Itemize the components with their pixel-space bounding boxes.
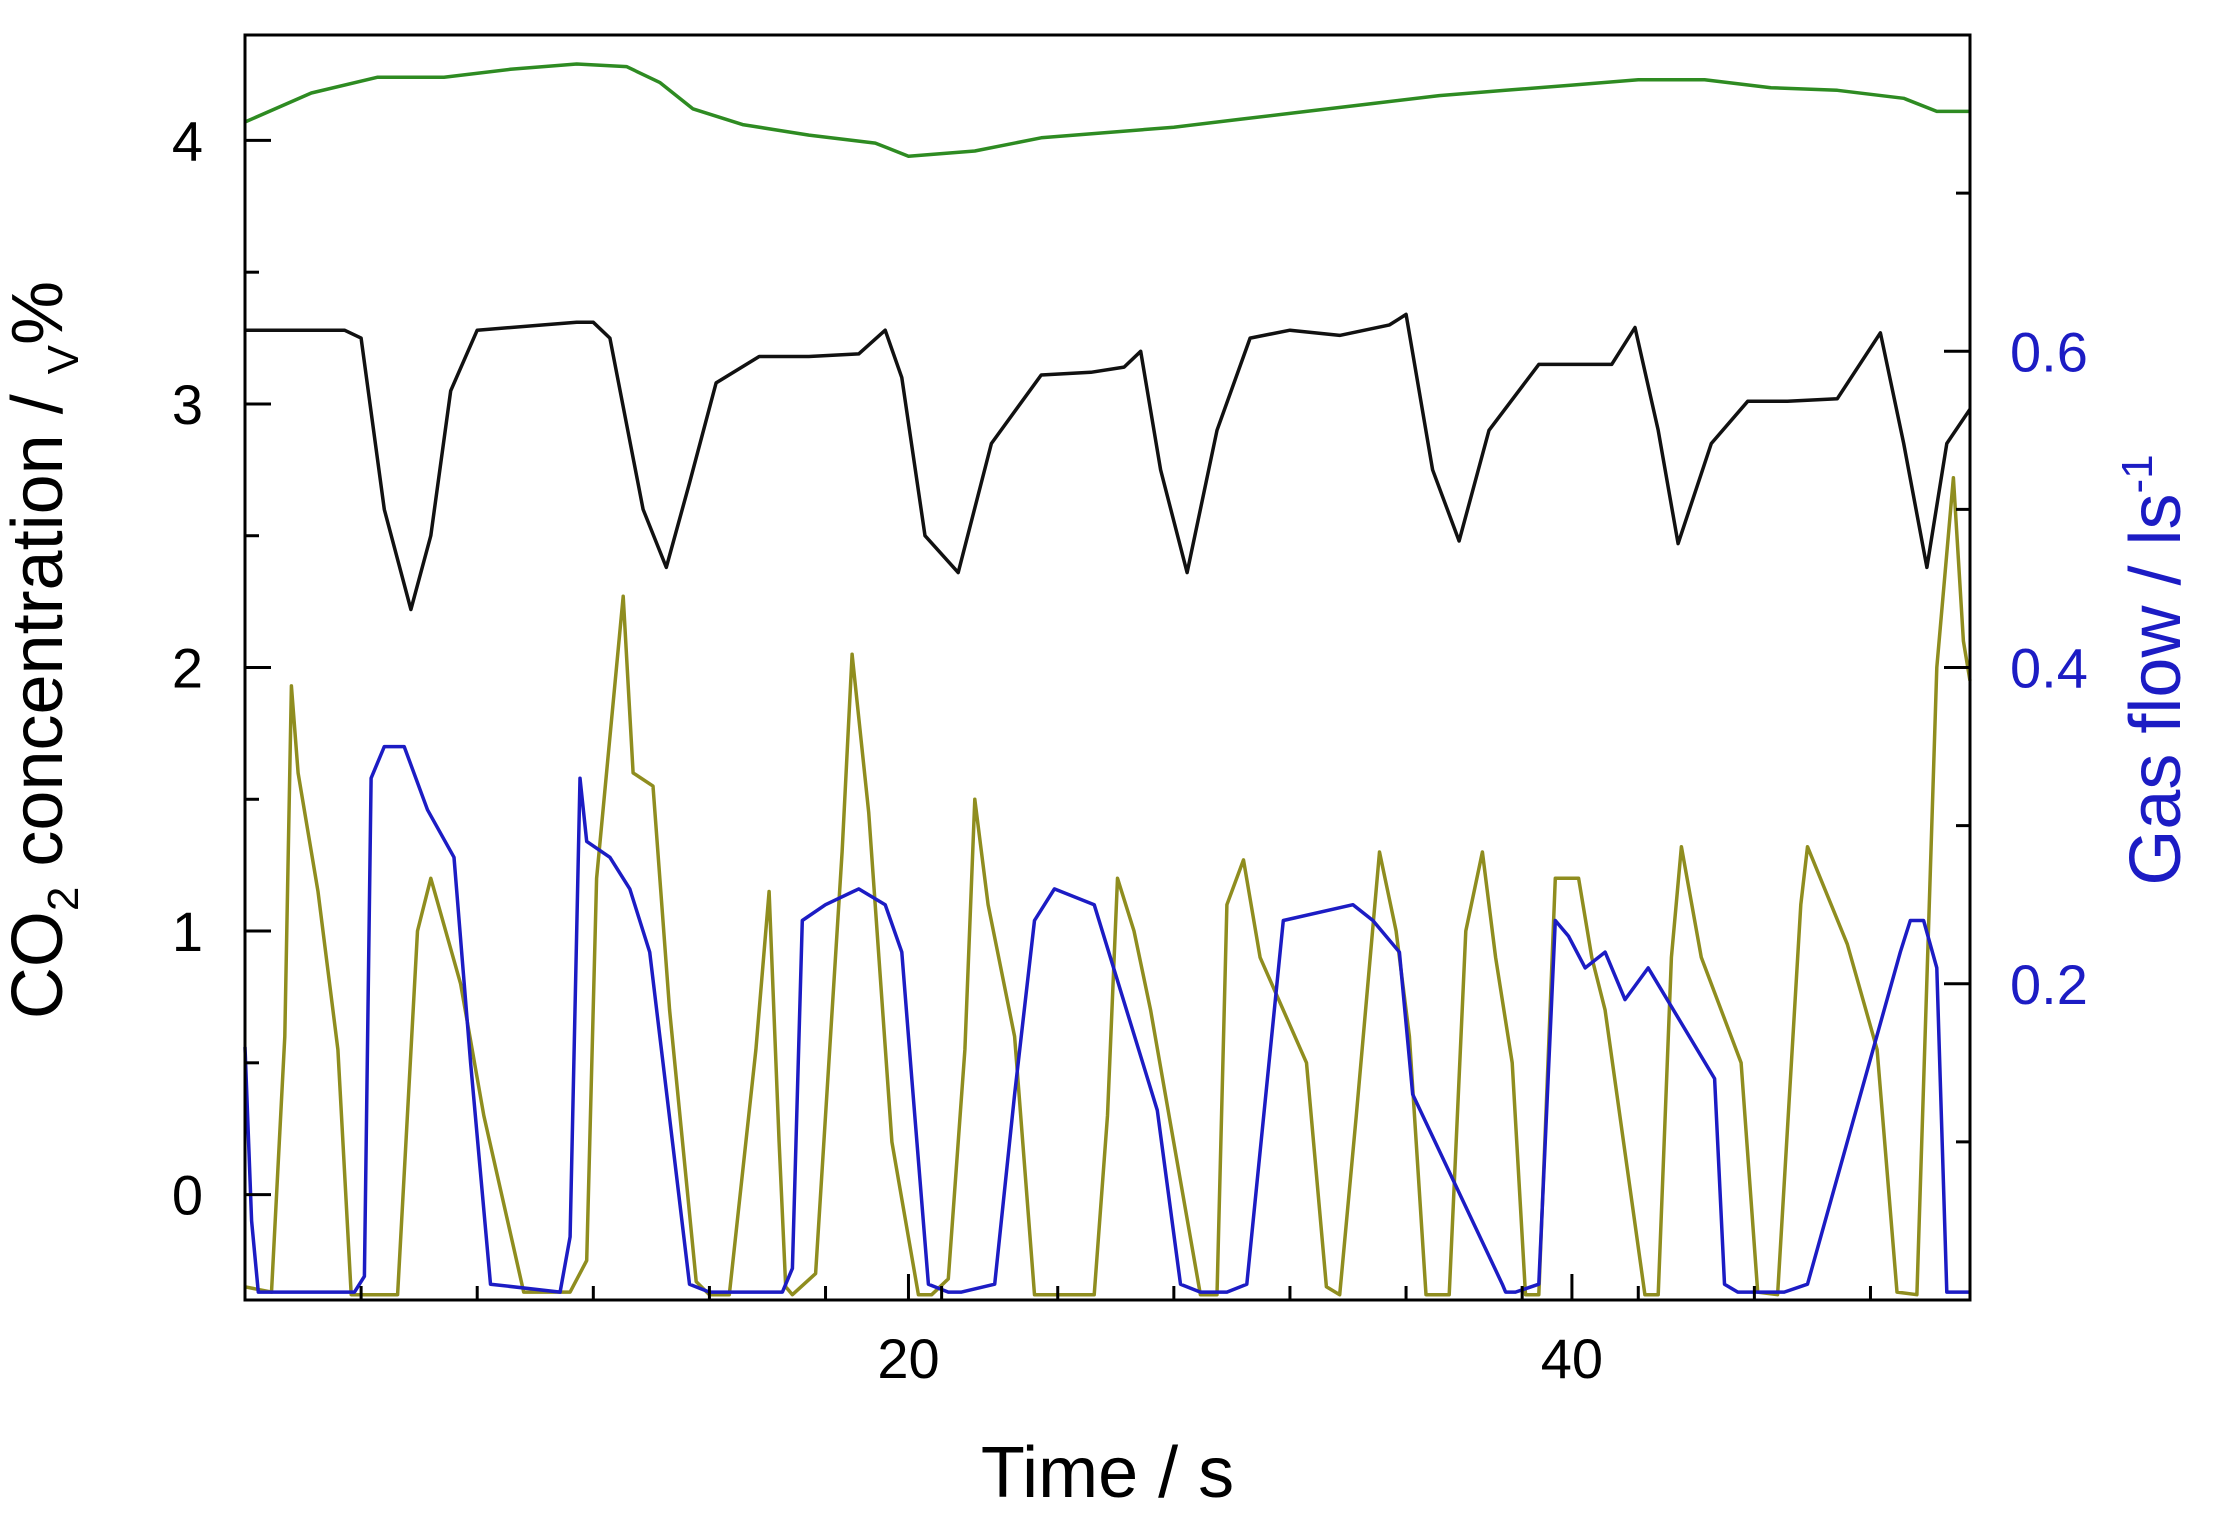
series-line-black: [245, 312, 1972, 612]
y-left-tick-label: 2: [172, 637, 203, 700]
y-axis-right-label: Gas flow / ls-1: [2113, 454, 2196, 885]
y-left-tick-label: 0: [172, 1164, 203, 1227]
x-tick-label: 40: [1541, 1327, 1603, 1390]
x-tick-label: 20: [877, 1327, 939, 1390]
ticks-layer: 20 40 0 1 2 3 4 0.2 0.4 0.6: [172, 33, 2088, 1390]
series-line-green: [244, 62, 1970, 158]
x-axis-label: Time / s: [981, 1433, 1234, 1513]
series-line-olive: [244, 476, 1972, 1297]
y-axis-left-label: CO2 concentration / V%: [0, 281, 88, 1019]
series-line-blue: [243, 744, 1970, 1294]
y-left-tick-label: 4: [172, 109, 203, 172]
y-right-tick-label: 0.6: [2010, 320, 2088, 383]
y-left-tick-label: 1: [172, 900, 203, 963]
y-left-tick-label: 3: [172, 373, 203, 436]
y-right-tick-label: 0.2: [2010, 953, 2088, 1016]
y-right-tick-label: 0.4: [2010, 637, 2088, 700]
series-layer: [243, 62, 1972, 1297]
